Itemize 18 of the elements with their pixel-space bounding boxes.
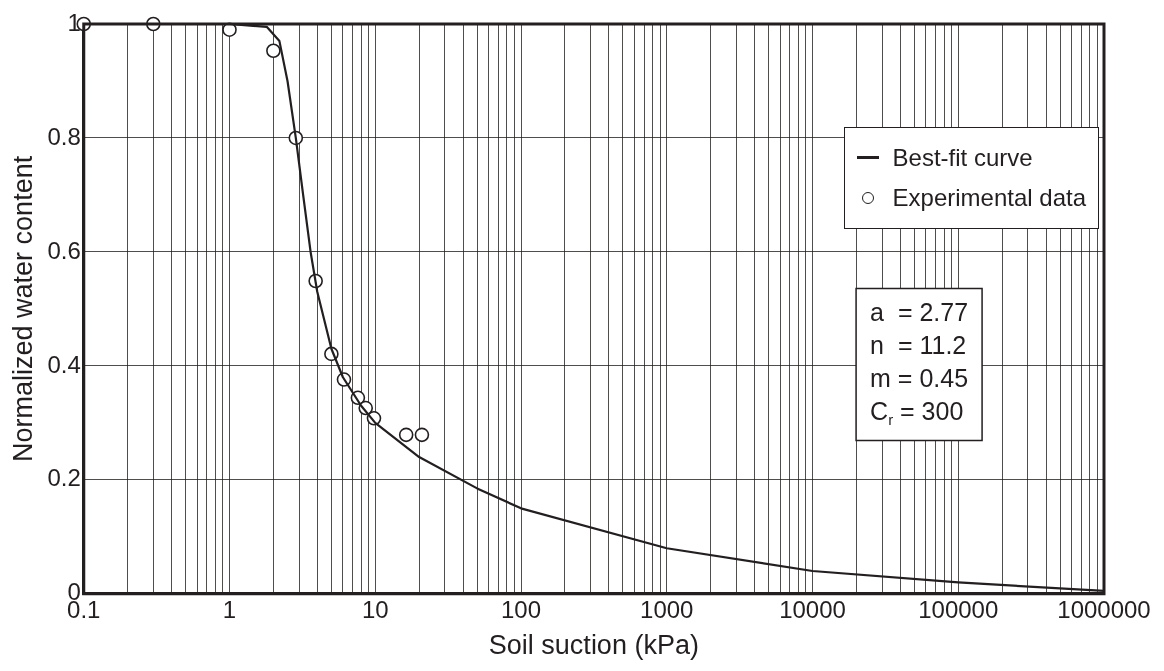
legend-label: Experimental data <box>892 183 1086 212</box>
y-tick-label: 0.8 <box>47 122 81 150</box>
legend-label: Best-fit curve <box>892 143 1033 172</box>
x-tick-label: 10 <box>361 595 389 623</box>
x-tick-label: 1000 <box>640 595 694 623</box>
y-tick-label: 0.6 <box>47 236 81 264</box>
x-axis-title: Soil suction (kPa) <box>488 630 699 661</box>
x-tick-label: 1 <box>222 595 237 623</box>
y-tick-label: 0.2 <box>47 464 81 492</box>
x-tick-label: 10000 <box>779 595 846 623</box>
y-axis-title: Normalized water content <box>7 155 38 462</box>
x-tick-label: 100 <box>500 595 542 623</box>
annotation: a = 2.77 <box>870 298 969 327</box>
annotation: m = 0.45 <box>870 364 969 393</box>
annotation: n = 11.2 <box>870 331 967 360</box>
y-tick-label: 0.4 <box>47 350 81 378</box>
x-tick-label: 1000000 <box>1057 595 1151 623</box>
x-tick-label: 100000 <box>918 595 999 623</box>
